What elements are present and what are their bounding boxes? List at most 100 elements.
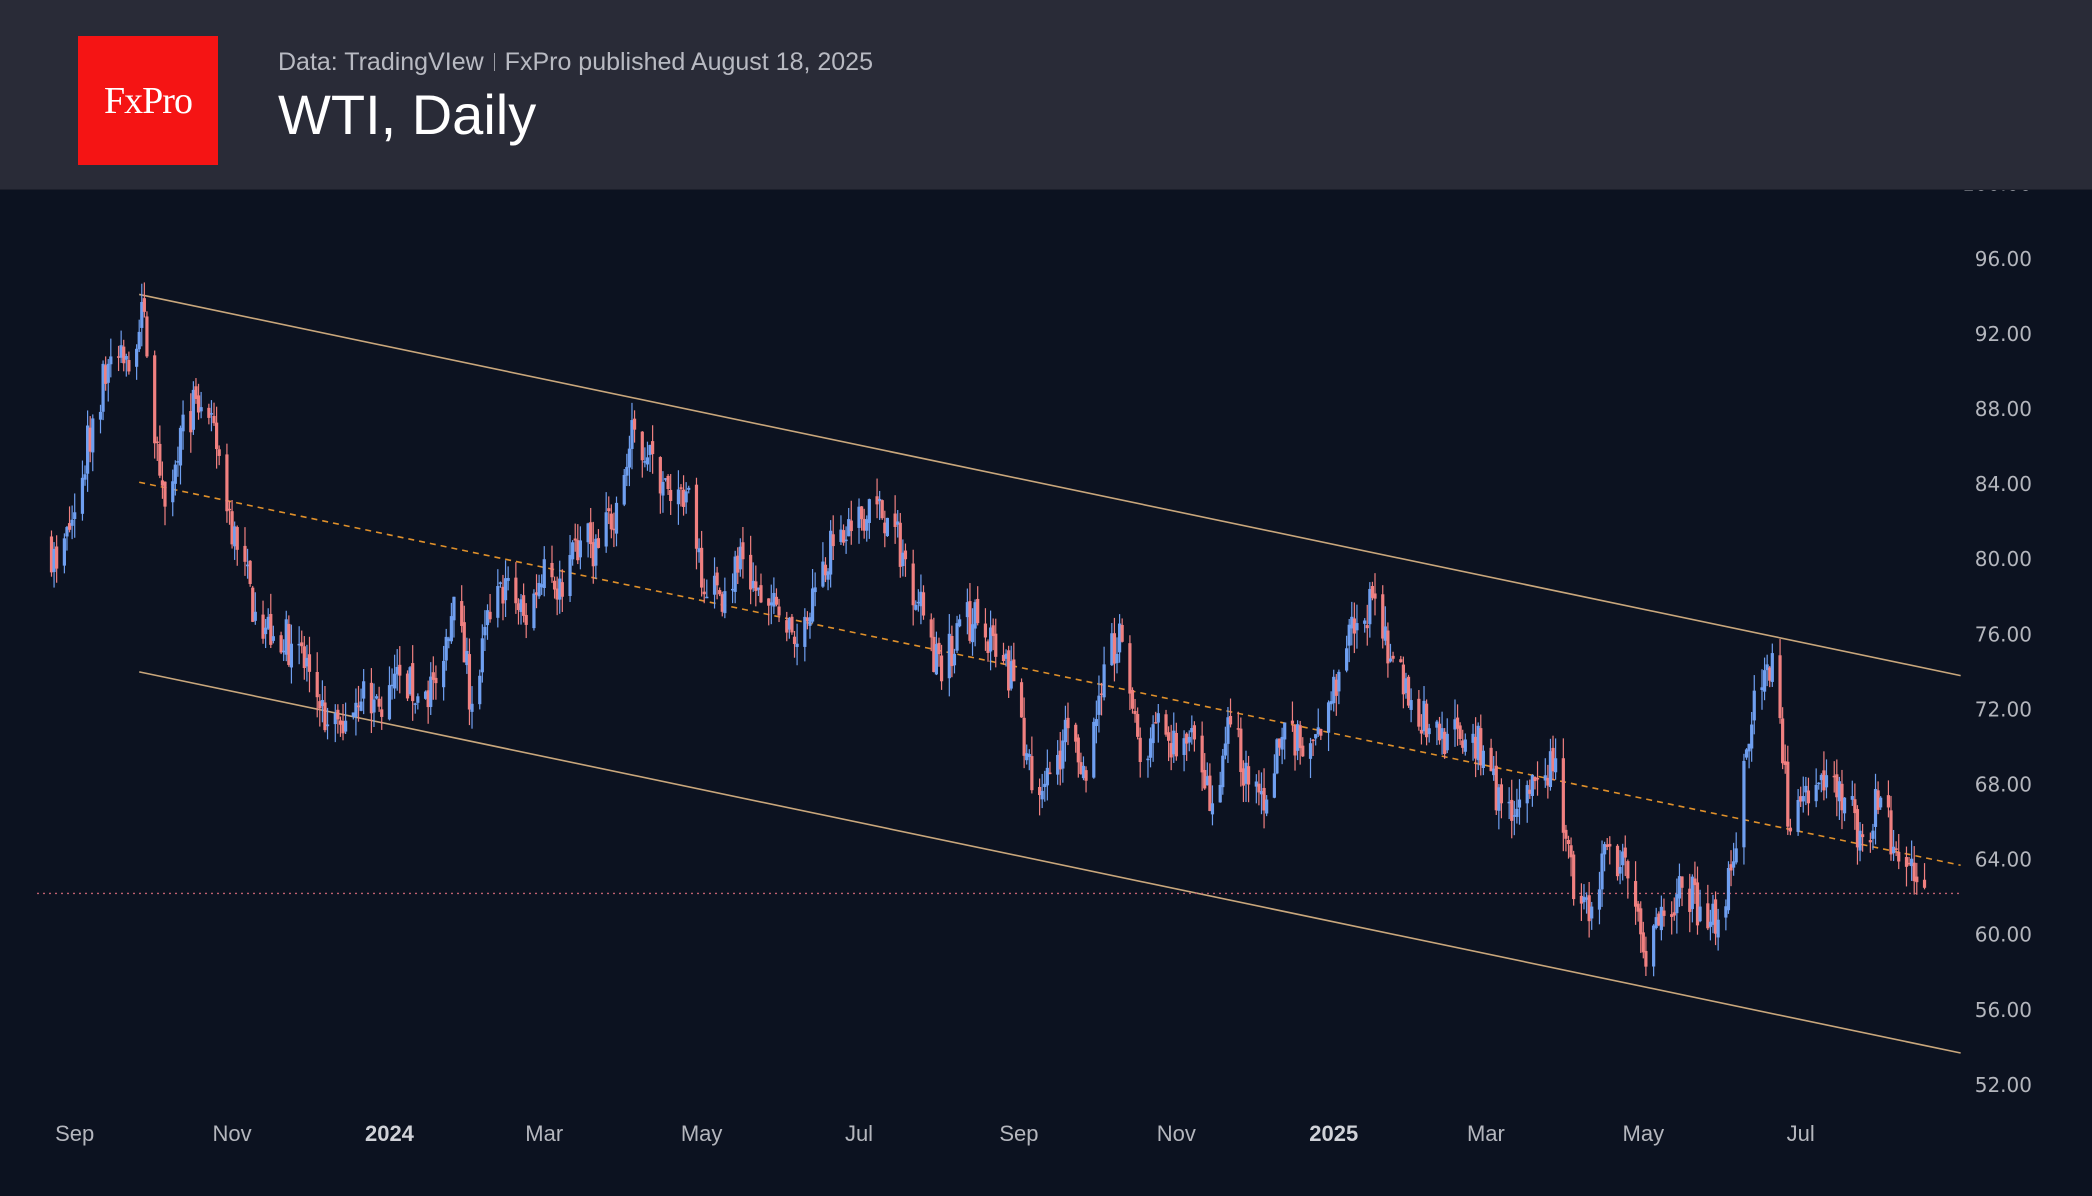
candle-body xyxy=(958,619,962,627)
candle-body xyxy=(772,592,776,607)
candle-body xyxy=(173,464,177,484)
candle-body xyxy=(681,489,686,507)
candle-body xyxy=(1744,749,1749,758)
candle-body xyxy=(1747,743,1751,752)
candle-body xyxy=(694,484,699,549)
candle-body xyxy=(718,590,722,595)
candle-body xyxy=(1257,783,1261,793)
candle-body xyxy=(1546,777,1550,786)
candle-body xyxy=(315,671,319,698)
candle-body xyxy=(483,626,487,636)
y-tick-label: 56.00 xyxy=(1975,998,2032,1022)
candle-body xyxy=(423,691,428,699)
candle-body xyxy=(594,538,598,566)
candle-body xyxy=(1889,810,1893,855)
candle-body xyxy=(844,539,848,542)
candle-body xyxy=(893,513,897,527)
candle-body xyxy=(1533,777,1537,782)
candle-body xyxy=(86,425,90,474)
candle-body xyxy=(1200,735,1204,773)
candle-body xyxy=(1012,659,1016,682)
candle-body xyxy=(1097,695,1101,715)
candle-body xyxy=(300,642,304,647)
candle-body xyxy=(1130,689,1135,709)
candle-body xyxy=(1099,693,1104,695)
candle-body xyxy=(1461,740,1465,748)
candle-body xyxy=(1662,910,1666,916)
candle-body xyxy=(395,666,399,675)
candle-body xyxy=(1799,796,1803,802)
candle-body xyxy=(1128,643,1132,694)
candle-body xyxy=(1352,618,1356,634)
candle-body xyxy=(1657,913,1661,926)
candle-body xyxy=(142,298,146,312)
candle-body xyxy=(1347,624,1351,646)
candle-body xyxy=(1406,676,1411,706)
candle-body xyxy=(1861,834,1865,838)
candle-body xyxy=(1061,740,1065,769)
candle-body xyxy=(777,606,781,616)
candle-body xyxy=(1873,789,1878,827)
candle-body xyxy=(390,684,394,687)
candle-body xyxy=(287,623,291,665)
candle-body xyxy=(1272,773,1276,798)
candle-body xyxy=(911,563,915,606)
candle-body xyxy=(1801,796,1805,802)
candle-body xyxy=(354,702,358,717)
logo-text: FxPro xyxy=(104,79,193,122)
trendlines xyxy=(37,293,1962,1054)
candle-body xyxy=(560,582,564,597)
candle-body xyxy=(1056,754,1060,775)
candle-body xyxy=(1063,719,1068,743)
candle-body xyxy=(431,672,435,680)
candle-body xyxy=(1185,733,1189,744)
candle-body xyxy=(1806,790,1811,804)
candle-body xyxy=(503,578,508,601)
candle-body xyxy=(604,512,608,547)
candle-body xyxy=(1561,758,1565,833)
candle-body xyxy=(1474,736,1478,759)
candle-body xyxy=(1345,648,1349,671)
candle-body xyxy=(1146,758,1150,761)
candle-body xyxy=(1066,717,1070,729)
candle-body xyxy=(1904,857,1909,867)
candle-body xyxy=(1804,785,1808,793)
candle-body xyxy=(1079,762,1083,775)
candle-body xyxy=(191,389,195,430)
candle-body xyxy=(1401,664,1405,695)
candle-body xyxy=(988,627,993,652)
candle-body xyxy=(462,622,466,663)
candle-body xyxy=(1283,722,1287,740)
candle-body xyxy=(937,642,941,655)
candle-body xyxy=(158,443,162,476)
candle-body xyxy=(1615,845,1620,877)
candle-body xyxy=(947,633,951,679)
candle-body xyxy=(251,587,255,622)
candle-body xyxy=(266,616,270,629)
candle-body xyxy=(1680,876,1684,888)
candle-body xyxy=(645,457,650,465)
candle-body xyxy=(1417,698,1421,727)
candle-body xyxy=(857,506,861,528)
candle-body xyxy=(759,585,763,603)
candle-body xyxy=(1038,786,1042,796)
candle-body xyxy=(207,407,211,418)
candle-body xyxy=(952,653,957,666)
candle-body xyxy=(1564,829,1568,839)
candle-body xyxy=(540,584,544,588)
y-tick-label: 92.00 xyxy=(1975,322,2032,346)
candle-body xyxy=(1796,799,1800,832)
candle-body xyxy=(1788,827,1792,832)
candle-body xyxy=(1048,772,1052,775)
candle-body xyxy=(1022,717,1026,756)
candle-body xyxy=(1172,730,1176,755)
candle-body xyxy=(823,564,828,576)
candle-body xyxy=(1636,903,1640,912)
candle-body xyxy=(1290,720,1295,724)
candle-body xyxy=(867,499,871,523)
candle-body xyxy=(359,701,363,711)
candle-body xyxy=(1117,623,1122,653)
candle-body xyxy=(1440,728,1444,739)
candle-body xyxy=(506,577,510,581)
